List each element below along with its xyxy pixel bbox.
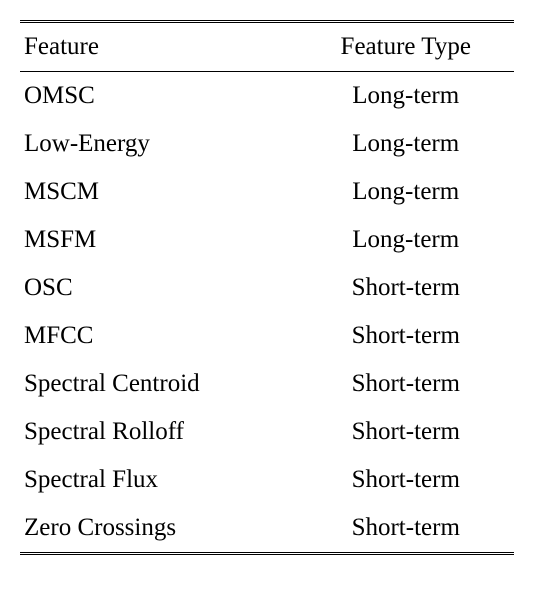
table-row: Spectral Rolloff Short-term (20, 408, 514, 456)
cell-feature-type: Short-term (298, 456, 515, 504)
cell-feature-type: Short-term (298, 504, 515, 554)
table-row: Low-Energy Long-term (20, 120, 514, 168)
table-row: Spectral Flux Short-term (20, 456, 514, 504)
table-row: MFCC Short-term (20, 312, 514, 360)
cell-feature-type: Long-term (298, 72, 515, 121)
table-row: Zero Crossings Short-term (20, 504, 514, 554)
table-header-row: Feature Feature Type (20, 22, 514, 72)
table-row: OMSC Long-term (20, 72, 514, 121)
cell-feature-type: Short-term (298, 312, 515, 360)
cell-feature: Spectral Centroid (20, 360, 298, 408)
cell-feature: MFCC (20, 312, 298, 360)
cell-feature: Low-Energy (20, 120, 298, 168)
cell-feature: MSFM (20, 216, 298, 264)
cell-feature: OMSC (20, 72, 298, 121)
cell-feature: OSC (20, 264, 298, 312)
column-header-feature-type: Feature Type (298, 22, 515, 72)
feature-table: Feature Feature Type OMSC Long-term Low-… (20, 20, 514, 555)
cell-feature-type: Short-term (298, 264, 515, 312)
cell-feature-type: Long-term (298, 120, 515, 168)
cell-feature: Spectral Rolloff (20, 408, 298, 456)
cell-feature: Spectral Flux (20, 456, 298, 504)
cell-feature-type: Long-term (298, 168, 515, 216)
cell-feature-type: Long-term (298, 216, 515, 264)
column-header-feature: Feature (20, 22, 298, 72)
table-row: OSC Short-term (20, 264, 514, 312)
cell-feature: MSCM (20, 168, 298, 216)
table-row: MSCM Long-term (20, 168, 514, 216)
cell-feature-type: Short-term (298, 408, 515, 456)
table-row: MSFM Long-term (20, 216, 514, 264)
cell-feature: Zero Crossings (20, 504, 298, 554)
table-row: Spectral Centroid Short-term (20, 360, 514, 408)
cell-feature-type: Short-term (298, 360, 515, 408)
feature-table-container: Feature Feature Type OMSC Long-term Low-… (20, 20, 514, 555)
